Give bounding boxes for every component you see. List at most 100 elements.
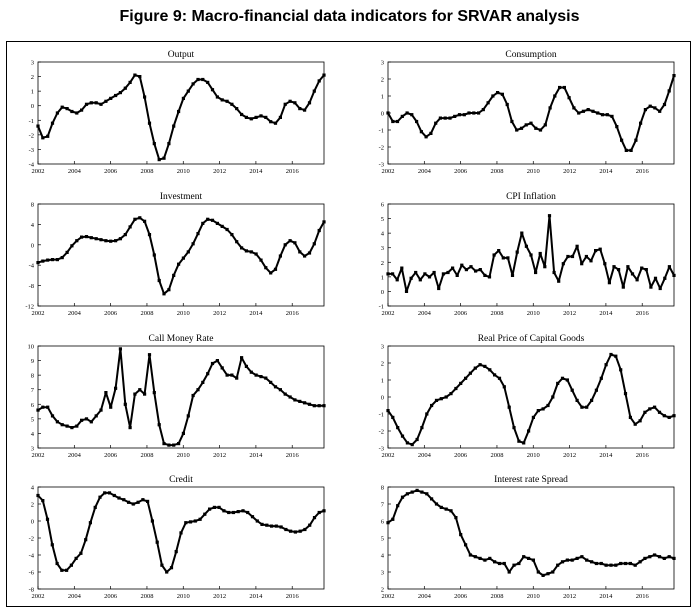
data-point [259, 375, 263, 379]
data-point [589, 259, 593, 263]
x-tick-label: 2016 [636, 168, 650, 175]
data-point [630, 272, 635, 276]
data-point [244, 249, 248, 253]
y-tick-label: 8 [31, 202, 34, 209]
data-point [596, 111, 600, 115]
x-tick-label: 2014 [249, 168, 263, 175]
x-tick-label: 2006 [454, 168, 468, 175]
data-point [529, 253, 533, 257]
data-point [312, 89, 316, 93]
data-point [497, 376, 502, 380]
data-point [235, 240, 239, 244]
data-point [453, 114, 457, 118]
series-line [387, 353, 675, 446]
data-point [454, 386, 458, 391]
data-point [410, 113, 414, 117]
data-point [198, 517, 202, 521]
y-tick-label: 1 [381, 274, 384, 281]
data-point [437, 286, 441, 291]
data-point [107, 491, 112, 495]
data-point [599, 561, 603, 566]
data-point [94, 237, 98, 241]
data-point [230, 102, 234, 106]
data-point [414, 270, 418, 275]
data-point [520, 231, 524, 235]
y-tick-label: 9 [31, 358, 34, 365]
data-point [502, 561, 506, 566]
data-point [386, 111, 390, 115]
data-point [201, 221, 205, 225]
data-point [150, 519, 154, 523]
data-point [255, 519, 259, 523]
data-point [322, 220, 326, 224]
series-line [37, 347, 324, 447]
y-tick-label: 1 [381, 378, 384, 385]
data-point [225, 373, 229, 377]
data-point [147, 121, 152, 125]
data-point [273, 385, 278, 389]
data-point [575, 398, 579, 402]
data-point [515, 128, 519, 132]
data-point [80, 108, 84, 112]
data-point [122, 498, 126, 502]
data-point [483, 273, 487, 277]
data-point [434, 121, 438, 125]
data-point [235, 107, 239, 111]
data-point [510, 273, 515, 277]
data-point [405, 441, 409, 445]
data-point [648, 407, 652, 411]
data-point [41, 499, 45, 503]
y-tick-label: 2 [381, 77, 384, 84]
data-point [186, 414, 190, 418]
data-point [493, 560, 497, 564]
data-point [460, 263, 464, 267]
data-point [653, 276, 658, 280]
figure-frame [6, 41, 691, 607]
data-point [510, 119, 514, 124]
x-tick-label: 2012 [213, 310, 226, 317]
data-point [201, 77, 205, 82]
data-point [614, 563, 618, 567]
data-point [415, 437, 419, 442]
data-point [672, 273, 676, 277]
data-point [628, 415, 632, 419]
data-point [128, 80, 132, 84]
data-point [50, 414, 55, 418]
data-point [648, 104, 652, 108]
data-point [303, 254, 307, 258]
data-point [128, 426, 132, 430]
data-point [536, 570, 540, 574]
data-point [653, 553, 657, 557]
data-point [254, 373, 258, 377]
y-tick-label: 4 [381, 553, 385, 560]
x-tick-label: 2012 [213, 452, 226, 459]
data-point [181, 431, 185, 435]
data-point [244, 115, 248, 119]
data-point [273, 267, 278, 271]
data-point [322, 404, 326, 408]
data-point [222, 509, 226, 513]
data-point [429, 131, 433, 135]
data-point [468, 371, 472, 375]
y-tick-label: -4 [29, 162, 35, 169]
data-point [672, 414, 676, 418]
data-point [543, 123, 547, 127]
data-point [438, 116, 442, 120]
data-point [483, 558, 487, 562]
data-point [469, 265, 473, 269]
data-point [241, 509, 245, 513]
data-point [410, 490, 414, 494]
data-point [404, 289, 409, 293]
data-point [667, 89, 671, 93]
data-point [556, 563, 560, 567]
data-point [462, 113, 466, 117]
data-point [249, 370, 253, 374]
data-point [649, 285, 653, 289]
data-point [657, 555, 662, 559]
y-tick-label: -3 [379, 162, 384, 169]
data-point [298, 107, 302, 111]
data-point [240, 112, 244, 117]
data-point [206, 372, 210, 376]
data-point [259, 114, 263, 118]
